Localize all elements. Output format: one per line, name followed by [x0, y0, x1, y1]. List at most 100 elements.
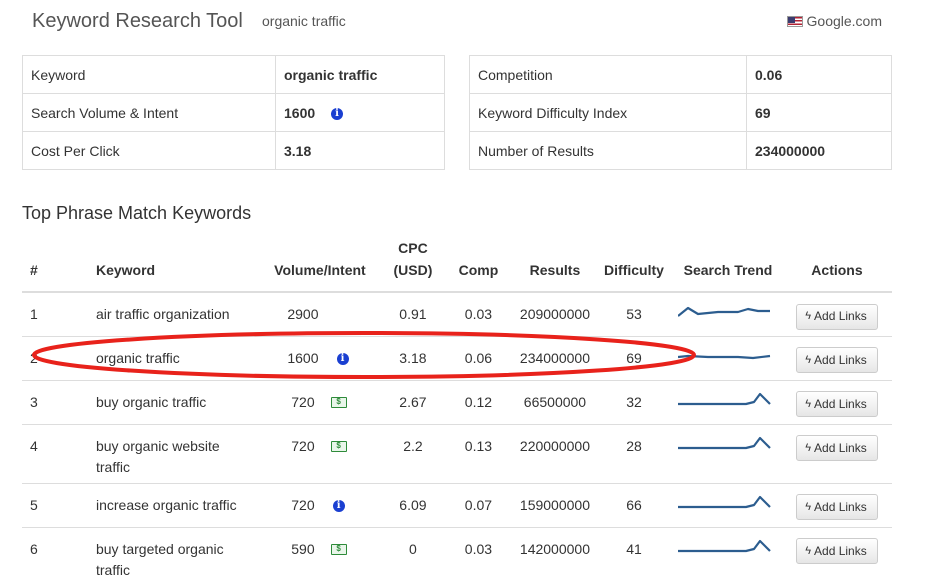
row-comp: 0.03 — [440, 292, 516, 337]
add-links-button[interactable]: ϟ Add Links — [796, 391, 878, 417]
row-volume: 720 — [291, 437, 315, 454]
row-difficulty: 53 — [593, 292, 674, 337]
row-cpc: 0.91 — [384, 292, 441, 337]
row-comp: 0.12 — [440, 380, 516, 425]
col-header-results[interactable]: Results — [515, 236, 594, 293]
table-row: 4 buy organic website traffic 720 $2.2 0.13 2… — [22, 424, 892, 484]
search-trend-sparkline — [677, 495, 771, 508]
summary-value: 69 — [746, 93, 892, 132]
summary-label: Cost Per Click — [22, 131, 276, 170]
search-engine-selector[interactable]: Google.com — [786, 13, 882, 29]
col-header-cpc-line2: (USD) — [393, 262, 433, 278]
bolt-icon: ϟ — [805, 544, 812, 557]
row-comp: 0.06 — [440, 336, 516, 381]
sparkline-path — [677, 495, 771, 508]
table-row: 6 buy targeted organic traffic 590 $0 0.03 14… — [22, 527, 892, 584]
sparkline-path — [677, 539, 771, 552]
row-volume: 720 — [291, 393, 315, 410]
row-keyword[interactable]: buy organic website traffic — [91, 424, 255, 484]
col-header-volume[interactable]: Volume/Intent — [254, 236, 385, 293]
keywords-table: # Keyword Volume/Intent CPC (USD) Comp Re… — [22, 236, 892, 584]
summary-row: Keyword Difficulty Index 69 — [469, 93, 892, 132]
summary-label: Search Volume & Intent — [22, 93, 276, 132]
row-difficulty: 41 — [593, 527, 674, 584]
bolt-icon: ϟ — [805, 441, 812, 454]
sparkline-path — [677, 306, 770, 317]
col-header-keyword[interactable]: Keyword — [91, 236, 255, 293]
summary-value-cell: 1600 i — [275, 93, 445, 132]
row-keyword[interactable]: organic traffic — [91, 336, 255, 381]
row-comp: 0.13 — [440, 424, 516, 484]
summary-value: 3.18 — [275, 131, 445, 170]
col-header-num: # — [22, 236, 92, 293]
col-header-comp[interactable]: Comp — [440, 236, 516, 293]
add-links-button[interactable]: ϟ Add Links — [796, 538, 878, 564]
row-trend-cell — [673, 336, 782, 381]
keyword-summary-table-right: Competition 0.06 Keyword Difficulty Inde… — [469, 55, 892, 170]
col-header-difficulty[interactable]: Difficulty — [593, 236, 674, 293]
add-links-button[interactable]: ϟ Add Links — [796, 435, 878, 461]
info-icon[interactable]: i — [336, 352, 349, 365]
summary-row: Competition 0.06 — [469, 55, 892, 94]
row-difficulty: 28 — [593, 424, 674, 484]
row-cpc: 3.18 — [384, 336, 441, 381]
row-keyword[interactable]: increase organic traffic — [91, 483, 255, 528]
table-row: 3 buy organic traffic 720 $2.67 0.12 66500000… — [22, 380, 892, 425]
row-number: 5 — [22, 483, 92, 528]
row-keyword[interactable]: buy organic traffic — [91, 380, 255, 425]
summary-row: Search Volume & Intent 1600 i — [22, 93, 445, 132]
row-comp: 0.03 — [440, 527, 516, 584]
table-row: 1 air traffic organization 2900 0.91 0.03 209… — [22, 292, 892, 337]
row-cpc: 6.09 — [384, 483, 441, 528]
row-keyword[interactable]: buy targeted organic traffic — [91, 527, 255, 584]
search-trend-sparkline — [677, 306, 770, 317]
row-comp: 0.07 — [440, 483, 516, 528]
row-actions-cell: ϟ Add Links — [781, 292, 892, 337]
money-icon[interactable]: $ — [330, 397, 347, 409]
row-results: 220000000 — [515, 424, 594, 484]
info-icon[interactable]: i — [332, 499, 345, 512]
row-trend-cell — [673, 483, 782, 528]
add-links-label: Add Links — [814, 309, 867, 323]
summary-row: Cost Per Click 3.18 — [22, 131, 445, 170]
money-icon[interactable]: $ — [330, 544, 347, 556]
row-trend-cell — [673, 380, 782, 425]
row-actions-cell: ϟ Add Links — [781, 483, 892, 528]
row-volume-cell: 720 $ — [254, 380, 385, 425]
money-icon[interactable]: $ — [330, 441, 347, 453]
bolt-icon: ϟ — [805, 310, 812, 322]
add-links-button[interactable]: ϟ Add Links — [796, 494, 878, 520]
row-actions-cell: ϟ Add Links — [781, 380, 892, 425]
row-trend-cell — [673, 292, 782, 337]
table-row: 2 organic traffic 1600 i 3.18 0.06 234000000 69… — [22, 336, 892, 381]
bolt-icon: ϟ — [805, 500, 812, 513]
col-header-cpc[interactable]: CPC (USD) — [384, 236, 441, 293]
keyword-summary-table-left: Keyword organic traffic Search Volume & … — [22, 55, 445, 170]
row-number: 6 — [22, 527, 92, 584]
row-number: 4 — [22, 424, 92, 484]
add-links-button[interactable]: ϟ Add Links — [796, 303, 878, 330]
summary-label: Keyword — [22, 55, 276, 94]
summary-label: Number of Results — [469, 131, 747, 170]
add-links-button[interactable]: ϟ Add Links — [796, 347, 878, 373]
add-links-label: Add Links — [814, 396, 867, 411]
app-title: Keyword Research Tool — [32, 10, 243, 32]
row-volume-cell: 720 i — [254, 483, 385, 528]
row-keyword[interactable]: air traffic organization — [91, 292, 255, 337]
info-icon[interactable]: i — [331, 107, 344, 120]
row-results: 234000000 — [515, 336, 594, 381]
sparkline-path — [677, 436, 771, 449]
table-header-row: # Keyword Volume/Intent CPC (USD) Comp Re… — [22, 236, 892, 293]
row-trend-cell — [673, 527, 782, 584]
row-number: 2 — [22, 336, 92, 381]
search-trend-sparkline — [677, 354, 771, 359]
row-cpc: 2.2 — [384, 424, 441, 484]
col-header-cpc-line1: CPC — [398, 240, 428, 256]
intent-slot: $ — [329, 436, 349, 457]
add-links-label: Add Links — [814, 543, 867, 558]
summary-value: 0.06 — [746, 55, 892, 94]
add-links-label: Add Links — [814, 352, 867, 367]
row-difficulty: 66 — [593, 483, 674, 528]
bolt-icon: ϟ — [805, 353, 812, 366]
row-difficulty: 32 — [593, 380, 674, 425]
